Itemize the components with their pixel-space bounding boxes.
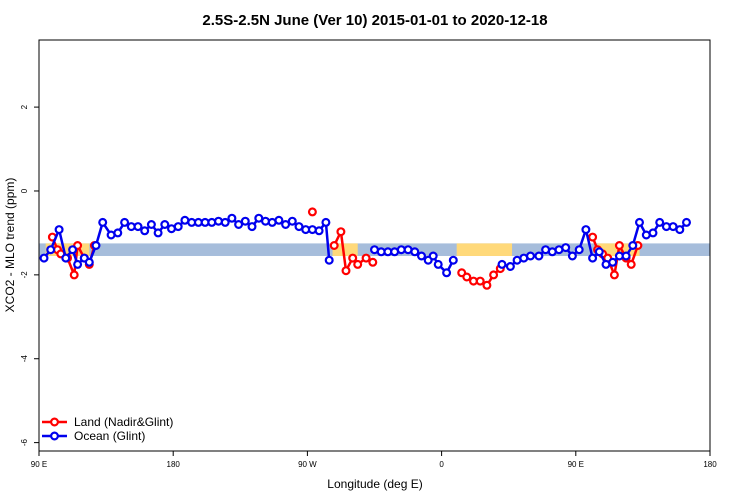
x-tick-label: 0: [439, 460, 444, 469]
data-point: [628, 241, 638, 251]
data-point: [220, 217, 230, 227]
y-tick-label: -6: [20, 439, 29, 447]
data-point: [574, 245, 584, 255]
data-point: [482, 280, 492, 290]
data-point: [140, 226, 150, 236]
y-tick-label: 2: [20, 104, 29, 109]
legend-label: Land (Nadir&Glint): [74, 415, 173, 429]
legend: Land (Nadir&Glint)Ocean (Glint): [42, 415, 173, 443]
data-point: [91, 241, 101, 251]
data-point: [146, 220, 156, 230]
data-point: [361, 253, 371, 263]
data-point: [153, 228, 163, 238]
legend-label: Ocean (Glint): [74, 429, 145, 443]
data-point: [634, 217, 644, 227]
data-point: [681, 217, 691, 227]
series-ocean: [39, 213, 691, 278]
legend-marker: [49, 431, 59, 441]
data-point: [341, 266, 351, 276]
data-point: [68, 245, 78, 255]
data-point: [417, 251, 427, 261]
data-point: [329, 241, 339, 251]
y-axis: 2 0 -2 -4 -6: [20, 104, 39, 446]
data-point: [98, 217, 108, 227]
data-point: [609, 270, 619, 280]
data-point: [442, 268, 452, 278]
data-point: [525, 251, 535, 261]
data-point: [281, 220, 291, 230]
data-point: [61, 253, 71, 263]
data-point: [567, 251, 577, 261]
data-point: [173, 222, 183, 232]
data-point: [675, 225, 685, 235]
data-point: [348, 253, 358, 263]
data-point: [73, 259, 83, 269]
data-point: [353, 259, 363, 269]
y-tick-label: 0: [20, 188, 29, 193]
legend-marker: [49, 417, 59, 427]
data-point: [321, 217, 331, 227]
data-point: [160, 220, 170, 230]
data-point: [39, 253, 49, 263]
data-point: [314, 226, 324, 236]
data-point: [621, 251, 631, 261]
data-point: [307, 207, 317, 217]
data-point: [433, 259, 443, 269]
data-point: [324, 255, 334, 265]
data-point: [534, 251, 544, 261]
data-point: [588, 253, 598, 263]
data-point: [614, 241, 624, 251]
x-axis: 90 E 180 90 W 0 90 E 180: [31, 451, 717, 469]
data-point: [240, 216, 250, 226]
data-point: [69, 270, 79, 280]
y-axis-label: XCO2 - MLO trend (ppm): [3, 178, 17, 313]
x-tick-label: 180: [167, 460, 181, 469]
data-point: [561, 243, 571, 253]
data-point: [462, 272, 472, 282]
data-point: [227, 213, 237, 223]
x-tick-label: 90 W: [298, 460, 317, 469]
x-tick-label: 90 E: [31, 460, 47, 469]
data-point: [448, 255, 458, 265]
highlight-band-1: [332, 243, 358, 256]
data-point: [234, 220, 244, 230]
x-tick-label: 90 E: [568, 460, 584, 469]
data-point: [368, 257, 378, 267]
data-point: [274, 215, 284, 225]
data-point: [133, 222, 143, 232]
data-point: [608, 257, 618, 267]
data-point: [120, 217, 130, 227]
data-point: [505, 262, 515, 272]
data-point: [336, 227, 346, 237]
data-point: [287, 216, 297, 226]
data-point: [594, 247, 604, 257]
y-tick-label: -4: [20, 355, 29, 363]
data-point: [655, 217, 665, 227]
y-tick-label: -2: [20, 271, 29, 279]
data-point: [588, 232, 598, 242]
data-point: [648, 228, 658, 238]
highlight-band-2: [456, 243, 513, 256]
data-point: [497, 259, 507, 269]
data-point: [247, 222, 257, 232]
data-point: [84, 257, 94, 267]
data-point: [54, 225, 64, 235]
data-point: [46, 245, 56, 255]
data-point: [626, 259, 636, 269]
plot-frame: [38, 39, 711, 452]
x-tick-label: 180: [703, 460, 717, 469]
data-point: [489, 270, 499, 280]
data-point: [410, 247, 420, 257]
data-point: [113, 228, 123, 238]
data-point: [581, 225, 591, 235]
data-point: [428, 251, 438, 261]
x-axis-label: Longitude (deg E): [327, 477, 422, 491]
data-point: [475, 276, 485, 286]
series-layer: [39, 207, 691, 290]
chart-title: 2.5S-2.5N June (Ver 10) 2015-01-01 to 20…: [202, 12, 547, 29]
